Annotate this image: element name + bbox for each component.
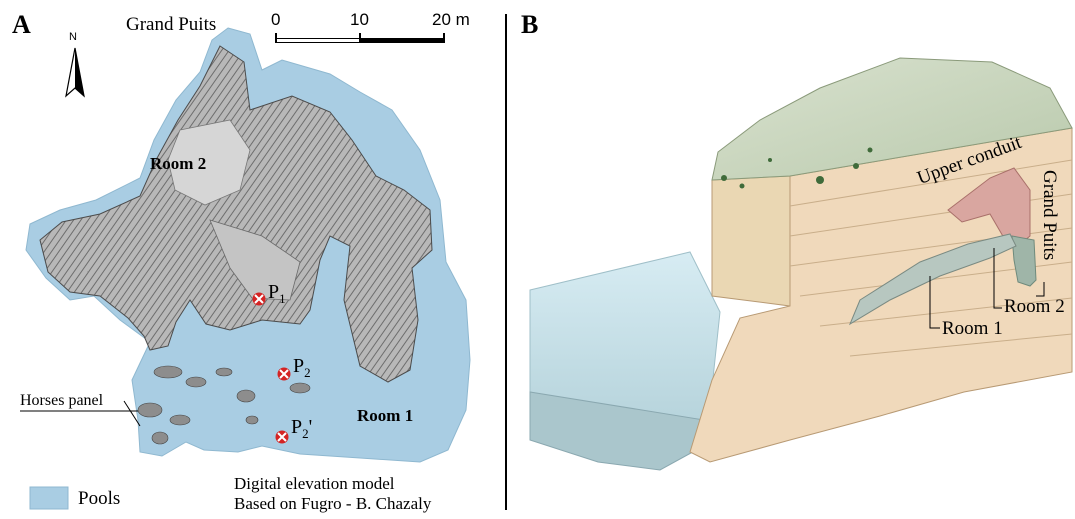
water-body — [529, 251, 721, 421]
plateau-top — [711, 57, 1073, 181]
credit-line-2: Based on Fugro - B. Chazaly — [234, 494, 432, 513]
label-leaders — [929, 248, 1045, 329]
block-diagram — [529, 57, 1073, 471]
legend-pools-swatch — [29, 486, 69, 510]
label-point-p1: P1 — [268, 281, 286, 306]
rock-front-face — [711, 175, 791, 307]
vegetation — [721, 147, 873, 189]
panel-letter-a: A — [12, 10, 31, 39]
rock-islands — [137, 365, 311, 445]
credit-line-1: Digital elevation model — [234, 474, 395, 493]
label-point-p2prime: P2' — [291, 416, 313, 441]
legend-pools-label: Pools — [78, 488, 121, 509]
relief-ridge — [209, 219, 301, 301]
point-marker-p1 — [252, 292, 266, 306]
label-horses-panel: Horses panel — [20, 392, 104, 409]
room2-plateau — [167, 119, 251, 206]
point-marker-p2 — [277, 367, 291, 381]
label-point-p2: P2 — [293, 355, 311, 380]
scale-tick-20: 20 m — [432, 10, 470, 29]
scale-tick-10: 10 — [350, 10, 369, 29]
label-room2-b: Room 2 — [1004, 296, 1065, 317]
cave-map — [25, 27, 471, 463]
scale-bar — [275, 33, 445, 43]
horses-panel-pointer — [123, 400, 141, 427]
label-room1-b: Room 1 — [942, 318, 1003, 339]
panel-letter-b: B — [521, 10, 539, 39]
point-marker-p2prime — [275, 430, 289, 444]
label-room2-a: Room 2 — [150, 154, 207, 173]
north-arrow-icon — [65, 47, 85, 98]
scale-tick-0: 0 — [271, 10, 281, 29]
north-label: N — [69, 31, 77, 43]
cave-rooms — [848, 233, 1017, 326]
label-grand-puits-b: Grand Puits — [1039, 170, 1060, 261]
label-room1-a: Room 1 — [357, 406, 414, 425]
terrain-relief — [39, 45, 433, 383]
label-grand-puits-a: Grand Puits — [126, 14, 217, 35]
grand-puits-shaft — [1011, 235, 1037, 287]
